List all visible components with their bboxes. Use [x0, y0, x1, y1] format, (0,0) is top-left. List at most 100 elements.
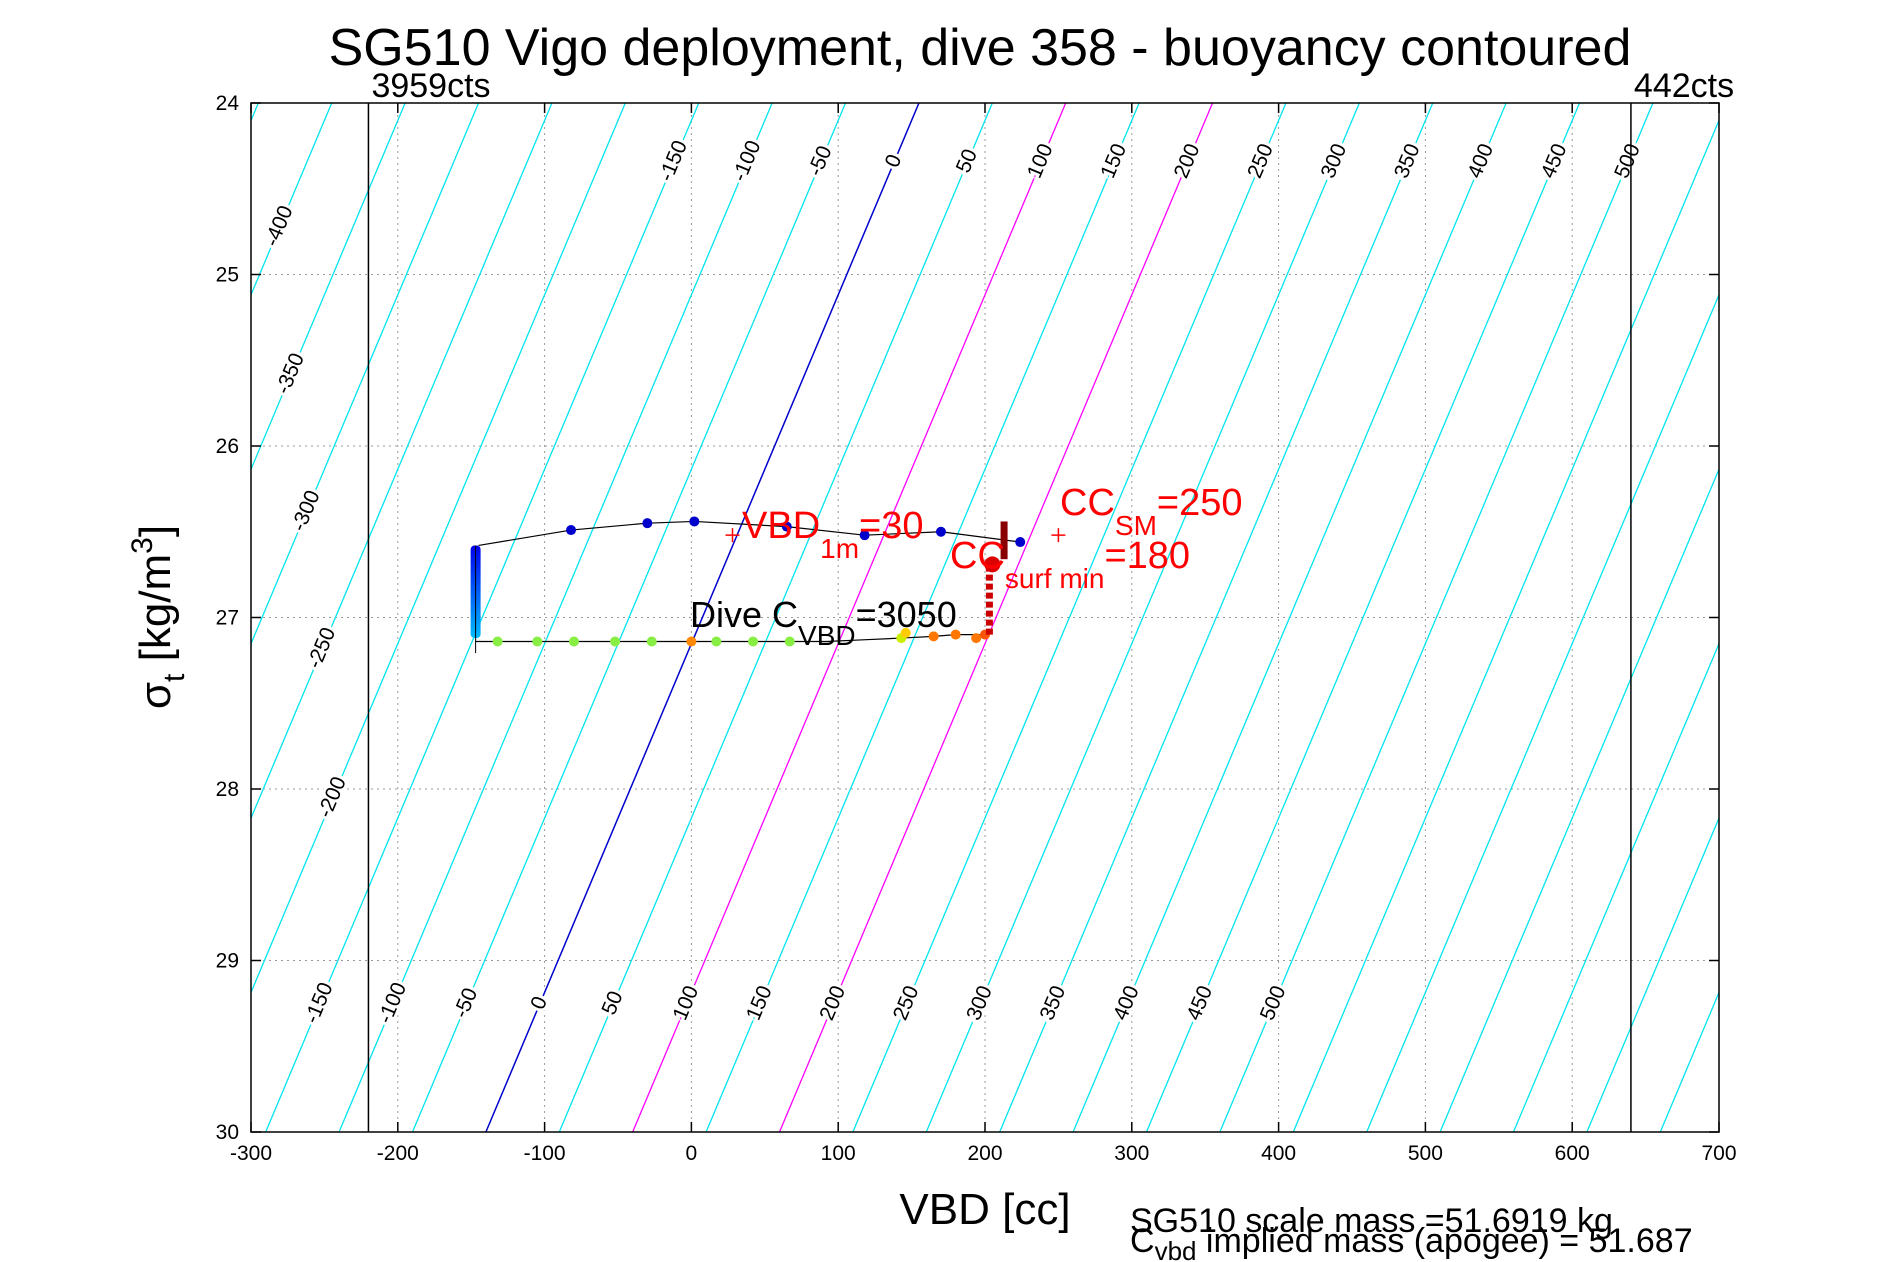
buoyancy-contour-line	[338, 103, 773, 1132]
vbd-1m-sub: 1m	[820, 533, 859, 564]
contour-label: 350	[1036, 982, 1071, 1023]
y-tick-label: 30	[216, 1121, 239, 1144]
descent-line	[478, 520, 1021, 547]
y-axis-label-sup: 3	[126, 537, 159, 554]
contour-label: 500	[1610, 140, 1645, 181]
cc-sm-main: CC	[1060, 482, 1115, 524]
descent-point	[935, 526, 946, 537]
contour-label: -350	[271, 350, 309, 398]
x-tick-label: 200	[967, 1142, 1002, 1165]
vbd-limit-lines: 3959cts 442cts	[367, 67, 1734, 1132]
contour-label: 500	[1256, 982, 1291, 1023]
descent-point	[566, 525, 577, 536]
x-tick-label: 100	[821, 1142, 856, 1165]
ascent-point	[784, 636, 795, 647]
footer-scale-mass: SG510 scale mass =51.6919 kg	[1130, 1202, 1613, 1240]
buoyancy-contour-line	[632, 103, 1067, 1132]
contour-label: 250	[1243, 140, 1278, 181]
vbd-limit-label: 3959cts	[371, 67, 490, 105]
contour-label: -50	[449, 985, 482, 1022]
contour-label: -200	[313, 773, 351, 821]
buoyancy-contour-line	[1586, 816, 1719, 1132]
ascent-point	[928, 631, 939, 642]
ascent-point	[686, 636, 697, 647]
contour-label: 200	[1170, 140, 1205, 181]
trajectory	[470, 516, 1066, 654]
buoyancy-contour-line	[1145, 103, 1581, 1132]
y-axis-label: σt [kg/m3]	[126, 525, 191, 709]
dive-cvbd-main: Dive C	[690, 594, 798, 635]
ascent-point	[492, 636, 503, 647]
footer-cvbd-main: C	[1130, 1222, 1155, 1260]
annotation-dive-cvbd: Dive CVBD=3050	[690, 594, 957, 651]
axis-ticks: -300 -200 -100 0 100 200 300 400 500 600 700 24 25 26…	[216, 92, 1737, 1165]
contour-labels: -150 -100 -50 0 50 100 150 200 250 300 350 400 450 50…	[257, 134, 1648, 1030]
buoyancy-contour-line	[265, 103, 700, 1132]
y-axis-label-sub: t	[158, 673, 191, 682]
y-tick-label: 24	[216, 92, 240, 115]
cc-surf-min-value: =180	[1104, 535, 1190, 577]
buoyancy-contour-line	[1219, 103, 1654, 1132]
ascent-point	[971, 633, 982, 644]
contour-label: 400	[1463, 140, 1498, 181]
descent-point	[642, 518, 653, 529]
contour-label: -50	[804, 142, 837, 179]
y-tick-label: 26	[216, 435, 239, 458]
contour-label: 450	[1537, 140, 1572, 181]
annotation-plus-marker	[725, 528, 740, 543]
buoyancy-contour-line	[0, 103, 112, 1132]
ascent-point	[568, 636, 579, 647]
dive-cvbd-sub: VBD	[798, 620, 856, 651]
annotation-cc-sm: CCSM=250	[1060, 482, 1242, 541]
contour-label: 0	[526, 993, 552, 1013]
buoyancy-contour-line	[925, 103, 1360, 1132]
buoyancy-contour-line	[251, 103, 480, 646]
contour-label: 300	[1317, 140, 1352, 181]
surface-max-bar	[1000, 521, 1008, 560]
contour-label: -400	[260, 202, 298, 250]
buoyancy-contour-line	[251, 103, 406, 471]
x-tick-label: 500	[1408, 1142, 1443, 1165]
buoyancy-contour-line	[1366, 293, 1719, 1132]
x-axis-label: VBD [cc]	[899, 1185, 1070, 1234]
buoyancy-contour-line	[485, 103, 920, 1132]
x-tick-label: 300	[1114, 1142, 1149, 1165]
cc-sm-value: =250	[1157, 482, 1243, 524]
contour-label: -100	[728, 137, 766, 185]
annotation-plus-marker	[1051, 528, 1066, 543]
ascent-point	[610, 636, 621, 647]
contour-label: -150	[300, 979, 338, 1027]
footer-cvbd-sub: vbd	[1155, 1236, 1197, 1262]
annotation-vbd-1m: VBD1m=30	[742, 505, 924, 564]
dive-cvbd-text: Dive CVBD=3050	[690, 594, 957, 651]
buoyancy-contour-line	[1512, 641, 1719, 1132]
buoyancy-contour-line	[251, 103, 553, 820]
buoyancy-contour-line	[1072, 103, 1507, 1132]
contour-label: 50	[952, 146, 982, 176]
x-tick-label: 600	[1555, 1142, 1590, 1165]
contours	[0, 103, 1719, 1132]
y-tick-label: 25	[216, 264, 239, 287]
cc-sm-text: CCSM=250	[1060, 482, 1242, 541]
ascent-point	[950, 629, 961, 640]
dive-cvbd-value: =3050	[856, 594, 957, 635]
contour-label: 50	[597, 988, 627, 1018]
y-tick-label: 28	[216, 778, 239, 801]
contour-label: 250	[889, 982, 924, 1023]
buoyancy-contour-line	[251, 103, 626, 995]
buoyancy-contour-line	[558, 103, 993, 1132]
annotation-cc-surf-min: CCsurf min=180	[950, 535, 1190, 594]
contour-label: -300	[287, 487, 325, 535]
contour-label: 400	[1109, 982, 1144, 1023]
y-axis-label-rest: [kg/m	[131, 554, 180, 674]
cc-surf-min-main: CC	[950, 535, 1005, 577]
contour-label: 150	[742, 982, 777, 1023]
ascent-point	[646, 636, 657, 647]
buoyancy-contour-line	[778, 103, 1214, 1132]
contour-label: 450	[1182, 982, 1217, 1023]
y-tick-label: 27	[216, 607, 239, 630]
x-tick-label: 700	[1701, 1142, 1736, 1165]
footer-implied-mass-rest: implied mass (apogee) = 51.687	[1196, 1222, 1692, 1260]
contour-label: 200	[815, 982, 850, 1023]
